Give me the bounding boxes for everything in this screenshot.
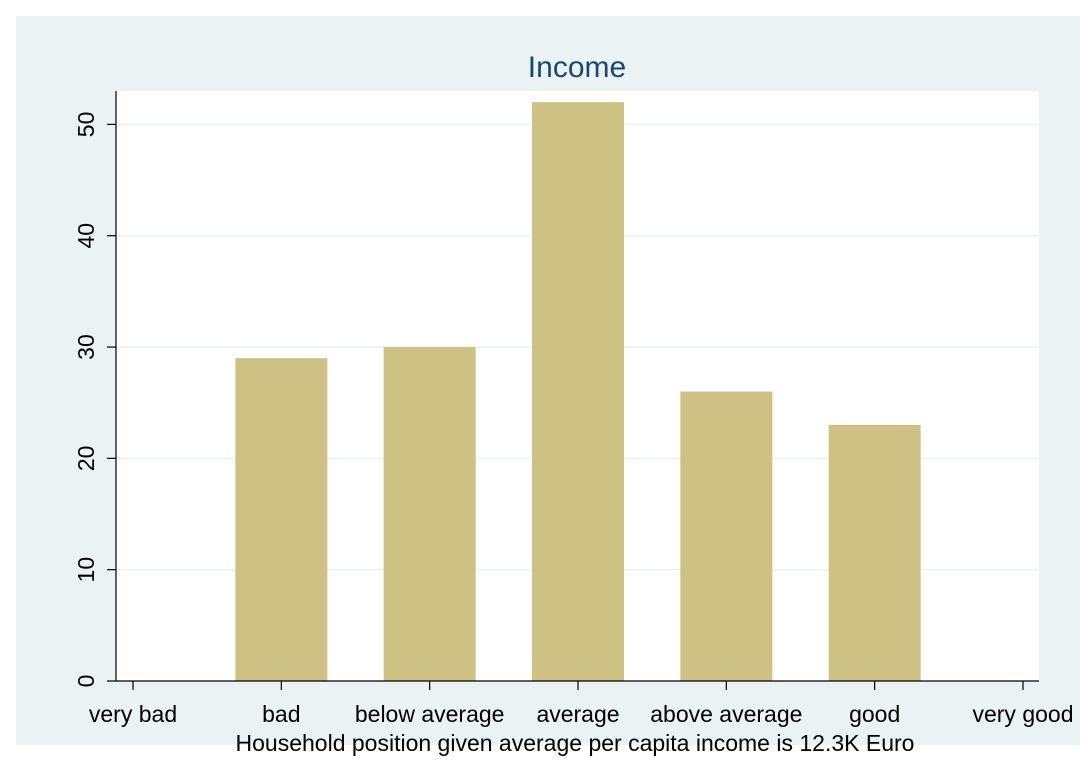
y-tick-label-0: 0: [73, 675, 99, 688]
y-tick-label-40: 40: [73, 223, 99, 249]
chart-title: Income: [528, 51, 626, 84]
bar-4: [680, 391, 773, 681]
x-tick-label-5: good: [849, 701, 900, 727]
y-tick-label-20: 20: [73, 446, 99, 472]
y-axis-ticks: 0 10 20 30 40 50: [73, 112, 116, 688]
y-tick-label-50: 50: [73, 112, 99, 138]
bar-2: [383, 347, 476, 681]
x-tick-label-6: very good: [972, 701, 1073, 727]
y-tick-label-30: 30: [73, 334, 99, 360]
bar-5: [828, 424, 921, 681]
bars: [235, 102, 921, 681]
x-axis-ticks: very bad bad below average average above ave…: [89, 681, 1074, 727]
x-tick-label-4: above average: [650, 701, 802, 727]
x-tick-label-2: below average: [355, 701, 505, 727]
x-tick-label-3: average: [536, 701, 619, 727]
y-tick-label-10: 10: [73, 557, 99, 583]
bar-1: [235, 358, 328, 681]
x-axis-title: Household position given average per cap…: [236, 730, 915, 756]
bar-3: [532, 102, 624, 681]
x-tick-label-0: very bad: [89, 701, 177, 727]
x-tick-label-1: bad: [262, 701, 300, 727]
